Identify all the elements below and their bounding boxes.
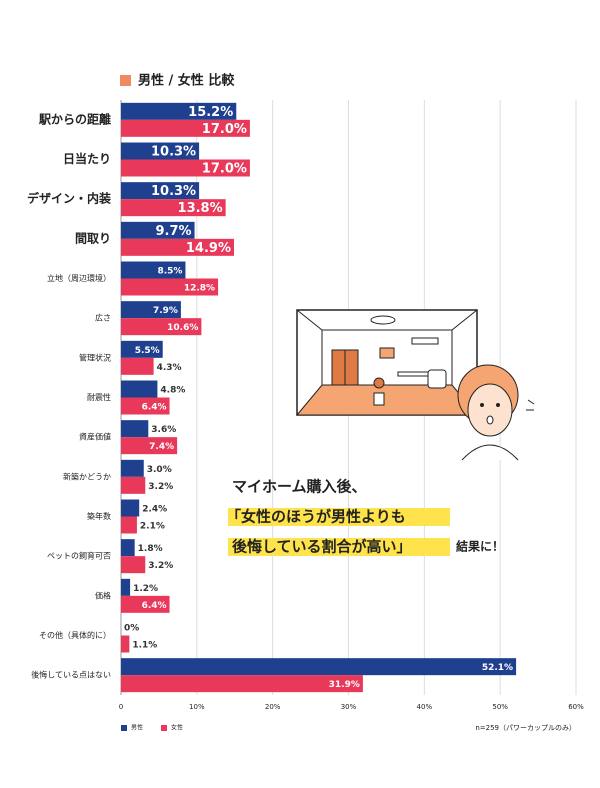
value-label: 3.2% [148,482,173,492]
value-label: 1.8% [138,544,163,554]
value-label: 10.6% [167,323,198,333]
bar [121,119,250,137]
highlight [228,538,450,556]
value-label: 31.9% [329,680,360,690]
value-label: 2.1% [140,522,165,532]
y-tick-label: デザイン・内装 [27,191,111,206]
y-tick-label: 管理状況 [79,352,111,362]
bar [121,182,200,200]
bar [121,142,200,160]
y-tick-label: その他（具体的に） [39,630,111,640]
bar [121,318,202,336]
y-tick-label: 資産価値 [79,432,111,442]
y-tick-label: 築年数 [87,511,111,521]
value-label: 52.1% [482,663,513,673]
bar [121,675,363,693]
bar [121,578,131,596]
y-tick-label: 駅からの距離 [38,111,111,126]
value-label: 4.3% [157,363,182,373]
title-marker [120,75,131,86]
bar [121,221,195,239]
bar [121,340,163,358]
value-label: 3.0% [147,465,172,475]
highlight [228,508,450,526]
y-tick-label: 広さ [95,313,111,323]
y-tick-label: 日当たり [63,151,111,166]
value-label: 5.5% [135,346,160,356]
value-label: 4.8% [160,386,185,396]
bar [121,437,178,455]
value-label: 0% [124,624,139,634]
legend-swatch [121,725,127,731]
value-label: 8.5% [157,267,182,277]
bar [121,199,226,217]
legend-label: 女性 [171,724,183,732]
value-label: 17.0% [202,162,247,177]
x-tick-label: 40% [417,703,433,711]
y-tick-label: 価格 [95,590,111,600]
note: n=259（パワーカップルのみ） [475,724,576,732]
illustration [295,309,535,461]
value-label: 10.3% [151,184,196,199]
bar [121,301,181,319]
annotation: マイホーム購入後、 [232,478,367,496]
y-tick-label: 耐震性 [87,392,111,402]
value-label: 9.7% [155,224,191,239]
bar [121,635,130,653]
bar [121,102,237,120]
x-tick-label: 50% [492,703,508,711]
value-label: 1.2% [133,584,158,594]
y-tick-label: 新築かどうか [63,471,111,481]
value-label: 12.8% [184,284,215,294]
annotation: 「女性のほうが男性よりも [226,508,406,526]
value-label: 6.4% [142,601,167,611]
x-tick-label: 0 [119,703,123,711]
value-label: 14.9% [186,241,231,256]
value-label: 1.1% [132,641,157,651]
x-tick-label: 30% [341,703,357,711]
y-tick-label: 間取り [75,231,111,245]
annotation: 結果に！ [456,539,504,554]
value-label: 10.3% [151,145,196,160]
bar [121,397,170,415]
bar [121,357,154,375]
bar [121,261,186,279]
y-tick-label: ペットの飼育可否 [47,551,111,561]
value-label: 7.9% [153,306,178,316]
bar [121,238,234,256]
legend-swatch [161,725,167,731]
value-label: 2.4% [142,505,167,515]
value-label: 7.4% [149,442,174,452]
value-label: 15.2% [188,105,233,120]
y-tick-label: 後悔している点はない [31,670,111,680]
bar [121,380,158,398]
bar [121,516,137,534]
x-tick-label: 20% [265,703,281,711]
bar [121,539,135,557]
value-label: 3.6% [151,425,176,435]
chart-title: 男性 / 女性 比較 [138,73,235,89]
value-label: 3.2% [148,561,173,571]
bar [121,658,517,676]
bar [121,476,146,494]
bar [121,499,140,517]
annotation: 後悔している割合が高い」 [231,538,412,556]
bar [121,278,219,296]
bar [121,459,144,477]
value-label: 17.0% [202,122,247,137]
bar [121,159,250,177]
y-tick-label: 立地（周辺環境） [47,273,111,283]
value-label: 13.8% [178,201,223,216]
x-tick-label: 60% [568,703,584,711]
legend-label: 男性 [131,724,143,732]
bar [121,556,146,574]
bar [121,420,149,438]
x-tick-label: 10% [189,703,205,711]
value-label: 6.4% [142,403,167,413]
bar [121,595,170,613]
